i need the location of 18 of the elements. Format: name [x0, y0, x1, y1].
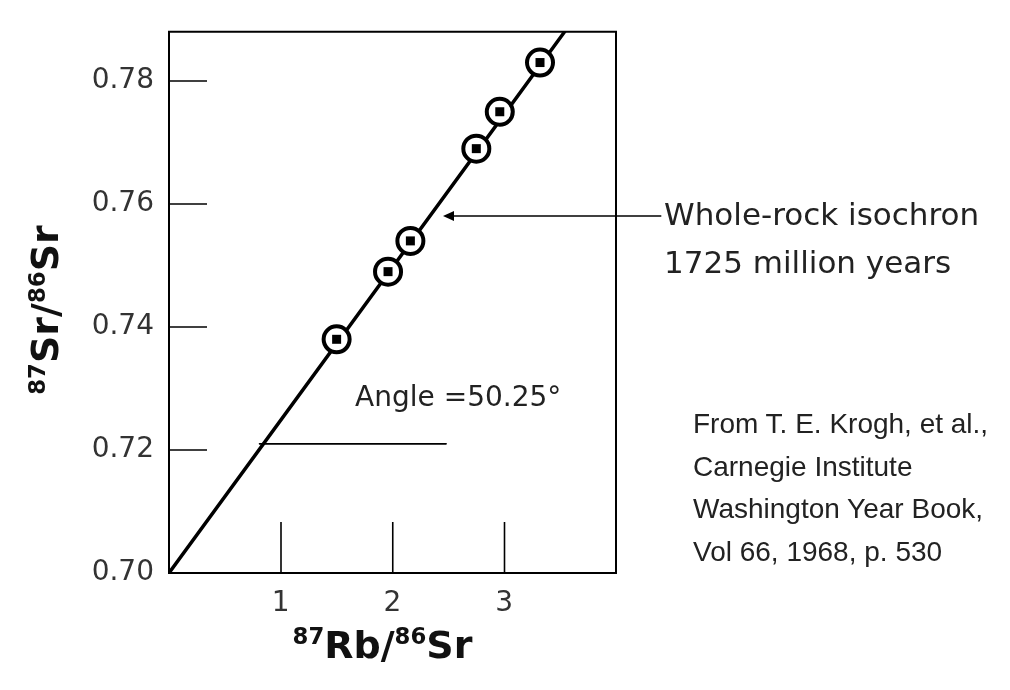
point: [484, 96, 515, 127]
point: [525, 47, 556, 78]
y-tick-label: 0.72: [91, 431, 154, 465]
y-tick-label: 0.74: [91, 308, 154, 342]
point: [373, 256, 404, 287]
point: [395, 225, 426, 256]
x-tick-label: 3: [495, 585, 514, 619]
y-tick-label: 0.78: [91, 62, 154, 96]
x-tick-label: 1: [271, 585, 290, 619]
point: [461, 133, 492, 164]
point: [321, 324, 352, 355]
x-tick-label: 2: [383, 585, 402, 619]
annotation: Angle =50.25°: [355, 379, 562, 414]
x-axis-title: $^{87}$Rb/$^{86}$Sr: [292, 623, 473, 669]
y-tick-label: 0.76: [91, 185, 154, 219]
text: Whole-rock isochron 1725 million years: [664, 195, 980, 283]
y-tick-label: 0.70: [91, 554, 154, 588]
text: From T. E. Krogh, et al., Carnegie Institute Washington Year Book, Vol 66, 1968, p. 530: [693, 407, 989, 569]
